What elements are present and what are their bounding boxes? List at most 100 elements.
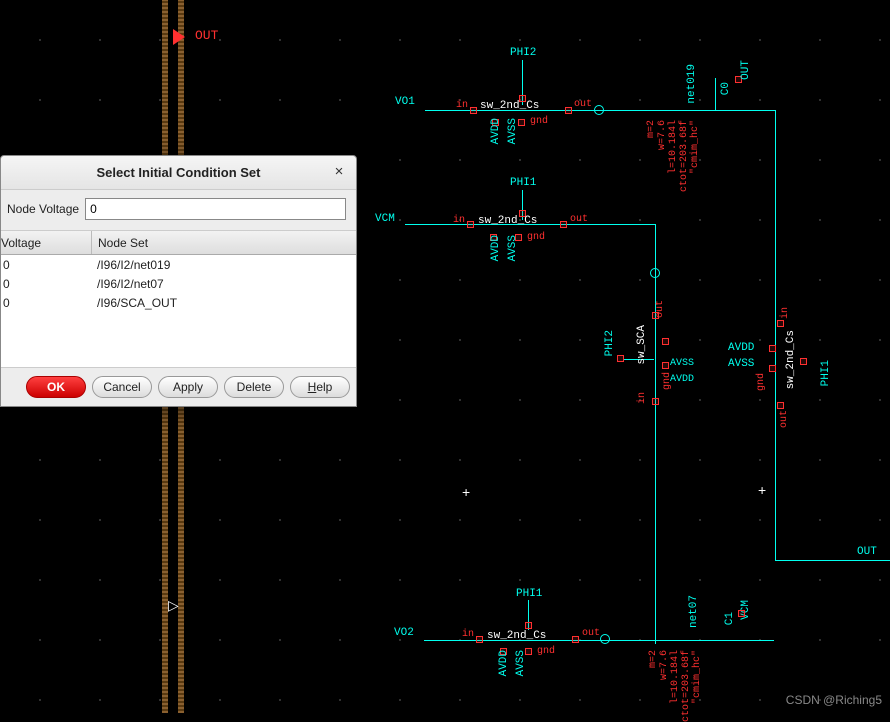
wire [775, 560, 890, 561]
label-gnd: gnd [530, 116, 548, 127]
label-gnd: gnd [537, 646, 555, 657]
label-in: in [456, 100, 468, 111]
net-phi1: PHI1 [820, 360, 832, 386]
cell-nodeset: /I96/I2/net07 [91, 274, 356, 293]
cap-param: w=7.6 [659, 650, 670, 680]
close-icon[interactable]: × [330, 164, 348, 182]
pin [777, 402, 784, 409]
plus-icon: + [462, 484, 470, 500]
pin [565, 107, 572, 114]
label-in: in [780, 307, 791, 319]
wire [775, 110, 776, 560]
plus-icon: + [758, 482, 766, 498]
pin [769, 365, 776, 372]
dialog-title: Select Initial Condition Set [97, 165, 261, 180]
net-avdd: AVDD [490, 118, 502, 144]
net-avss: AVSS [507, 118, 519, 144]
junction-icon [650, 268, 660, 278]
label-gnd: gnd [527, 232, 545, 243]
pin [617, 355, 624, 362]
col-voltage[interactable]: Voltage [1, 236, 91, 250]
table-body[interactable]: 0 /I96/I2/net019 0 /I96/I2/net07 0 /I96/… [1, 255, 356, 367]
apply-button[interactable]: Apply [158, 376, 218, 398]
net-out-v: OUT [740, 60, 752, 80]
net-net07: net07 [688, 595, 700, 628]
label-in: in [453, 215, 465, 226]
net-out-flag-label: OUT [195, 28, 218, 43]
table-row[interactable]: 0 /I96/I2/net019 [1, 255, 356, 274]
pin [662, 362, 669, 369]
net-avss: AVSS [670, 358, 694, 369]
voltage-label: Node Voltage [7, 202, 79, 216]
pin [777, 320, 784, 327]
ok-button[interactable]: OK [26, 376, 86, 398]
help-button[interactable]: Help [290, 376, 350, 398]
net-net019: net019 [686, 64, 698, 104]
cell-nodeset: /I96/SCA_OUT [91, 293, 356, 312]
pin [560, 221, 567, 228]
pin [652, 398, 659, 405]
cell-voltage: 0 [1, 258, 91, 272]
pin [518, 119, 525, 126]
inst-sw-2nd: sw_2nd_Cs [480, 100, 539, 112]
net-avss: AVSS [515, 650, 527, 676]
net-phi1: PHI1 [516, 588, 542, 600]
inst-sw-sca: sw_SCA [636, 325, 648, 365]
net-avdd: AVDD [728, 342, 754, 354]
net-avss: AVSS [728, 358, 754, 370]
table-header: Voltage Node Set [1, 231, 356, 255]
pin [572, 636, 579, 643]
net-out-right: OUT [857, 546, 877, 558]
inst-sw-2nd: sw_2nd_Cs [487, 630, 546, 642]
arrow-icon: ▷ [168, 597, 179, 614]
net-c0: C0 [720, 82, 732, 95]
delete-button[interactable]: Delete [224, 376, 284, 398]
output-flag-icon [173, 29, 185, 45]
cap-model: "cmim_hc" [690, 120, 701, 174]
net-phi1: PHI1 [510, 177, 536, 189]
cap-model: "cmim_hc" [692, 650, 703, 704]
cap-param: l=10.184l [670, 650, 681, 704]
net-vcm: VCM [375, 213, 395, 225]
dialog-initial-condition: Select Initial Condition Set × Node Volt… [0, 155, 357, 407]
net-phi2: PHI2 [510, 47, 536, 59]
pin [470, 107, 477, 114]
pin [738, 610, 745, 617]
net-avdd: AVDD [498, 650, 510, 676]
cell-nodeset: /I96/I2/net019 [91, 255, 356, 274]
junction-icon [600, 634, 610, 644]
pin [476, 636, 483, 643]
pin [662, 338, 669, 345]
net-avdd: AVDD [670, 374, 694, 385]
cell-voltage: 0 [1, 296, 91, 310]
label-in: in [462, 629, 474, 640]
net-avss: AVSS [507, 235, 519, 261]
col-nodeset[interactable]: Node Set [91, 231, 356, 254]
table-row[interactable]: 0 /I96/SCA_OUT [1, 293, 356, 312]
inst-sw-2nd: sw_2nd_Cs [785, 330, 797, 389]
junction-icon [594, 105, 604, 115]
cap-param: m=2 [646, 120, 657, 138]
label-out: out [574, 99, 592, 110]
label-out: out [582, 628, 600, 639]
node-voltage-input[interactable] [85, 198, 346, 220]
cancel-button[interactable]: Cancel [92, 376, 152, 398]
net-avdd: AVDD [490, 235, 502, 261]
pin [525, 622, 532, 629]
pin [467, 221, 474, 228]
net-vo2: VO2 [394, 627, 414, 639]
cap-param: ctot=203.68f [679, 120, 690, 192]
cap-param: m=2 [648, 650, 659, 668]
label-out: out [570, 214, 588, 225]
label-in: in [637, 392, 648, 404]
pin [652, 312, 659, 319]
voltage-row: Node Voltage [1, 190, 356, 231]
table-row[interactable]: 0 /I96/I2/net07 [1, 274, 356, 293]
button-bar: OK Cancel Apply Delete Help [1, 367, 356, 406]
cap-param: l=10.184l [668, 120, 679, 174]
dialog-title-bar[interactable]: Select Initial Condition Set × [1, 156, 356, 190]
net-phi2: PHI2 [604, 330, 616, 356]
cell-voltage: 0 [1, 277, 91, 291]
cap-param: w=7.6 [657, 120, 668, 150]
watermark: CSDN @Riching5 [786, 693, 882, 707]
